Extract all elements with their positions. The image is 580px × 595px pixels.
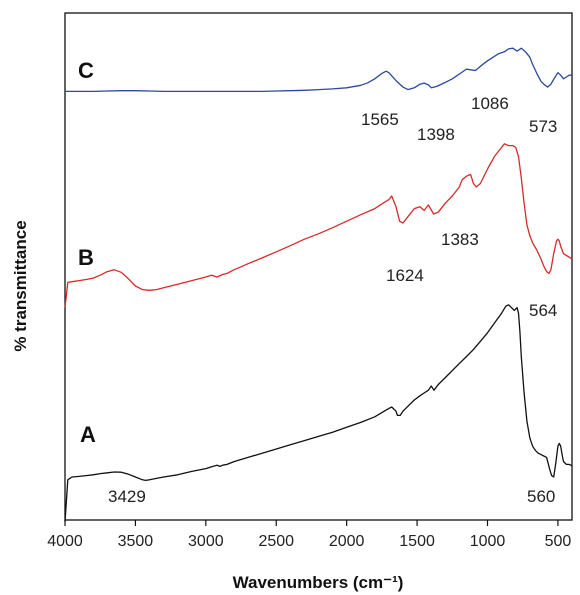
series-tags: C B A xyxy=(78,58,96,447)
annotation-1624: 1624 xyxy=(386,266,424,285)
traces-group xyxy=(64,47,573,522)
series-line-b xyxy=(64,143,573,308)
x-tick-label-3000: 3000 xyxy=(188,533,224,550)
annotation-564: 564 xyxy=(529,301,557,320)
series-label-b: B xyxy=(78,245,94,270)
y-axis-title: % transmittance xyxy=(11,220,30,351)
x-tick-label-4000: 4000 xyxy=(47,533,83,550)
annotation-1565: 1565 xyxy=(361,110,399,129)
plot-frame xyxy=(64,12,573,521)
x-axis-title: Wavenumbers (cm⁻¹) xyxy=(233,573,404,592)
x-ticks-group: 4000 3500 3000 2500 2000 1500 1000 500 xyxy=(47,520,571,550)
x-tick-label-500: 500 xyxy=(545,533,572,550)
x-tick-label-2500: 2500 xyxy=(258,533,294,550)
annotation-1383: 1383 xyxy=(441,230,479,249)
x-tick-label-3500: 3500 xyxy=(118,533,154,550)
annotation-3429: 3429 xyxy=(108,487,146,506)
series-label-c: C xyxy=(78,58,94,83)
x-tick-label-1500: 1500 xyxy=(399,533,435,550)
annotation-1398: 1398 xyxy=(417,125,455,144)
annotation-560: 560 xyxy=(527,487,555,506)
annotation-573: 573 xyxy=(529,117,557,136)
peak-annotations: 1565 1398 1086 573 1624 1383 564 3429 56… xyxy=(108,94,557,506)
x-tick-label-2000: 2000 xyxy=(329,533,365,550)
series-label-a: A xyxy=(80,422,96,447)
annotation-1086: 1086 xyxy=(471,94,509,113)
x-tick-label-1000: 1000 xyxy=(470,533,506,550)
series-line-a xyxy=(64,304,573,522)
series-line-c xyxy=(65,47,572,93)
